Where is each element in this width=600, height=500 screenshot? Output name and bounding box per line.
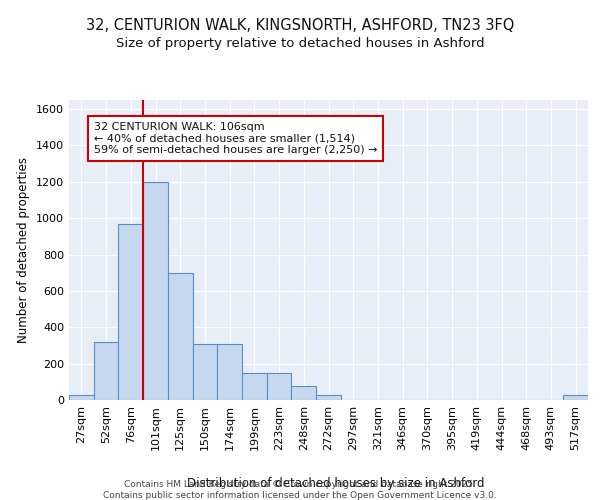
Bar [242,372,267,400]
Text: 32, CENTURION WALK, KINGSNORTH, ASHFORD, TN23 3FQ: 32, CENTURION WALK, KINGSNORTH, ASHFORD,… [86,18,514,32]
Bar [69,396,94,400]
Bar [193,344,217,400]
Bar [118,224,143,400]
Bar [292,386,316,400]
Bar [217,344,242,400]
Bar [94,342,118,400]
Y-axis label: Number of detached properties: Number of detached properties [17,157,31,343]
Text: 32 CENTURION WALK: 106sqm
← 40% of detached houses are smaller (1,514)
59% of se: 32 CENTURION WALK: 106sqm ← 40% of detac… [94,122,377,155]
Bar [143,182,168,400]
Text: Size of property relative to detached houses in Ashford: Size of property relative to detached ho… [116,38,484,51]
Bar [563,396,588,400]
Bar [316,396,341,400]
Bar [267,372,292,400]
Bar [168,272,193,400]
Text: Distribution of detached houses by size in Ashford: Distribution of detached houses by size … [187,477,485,490]
Text: Contains HM Land Registry data © Crown copyright and database right 2025.
Contai: Contains HM Land Registry data © Crown c… [103,480,497,500]
